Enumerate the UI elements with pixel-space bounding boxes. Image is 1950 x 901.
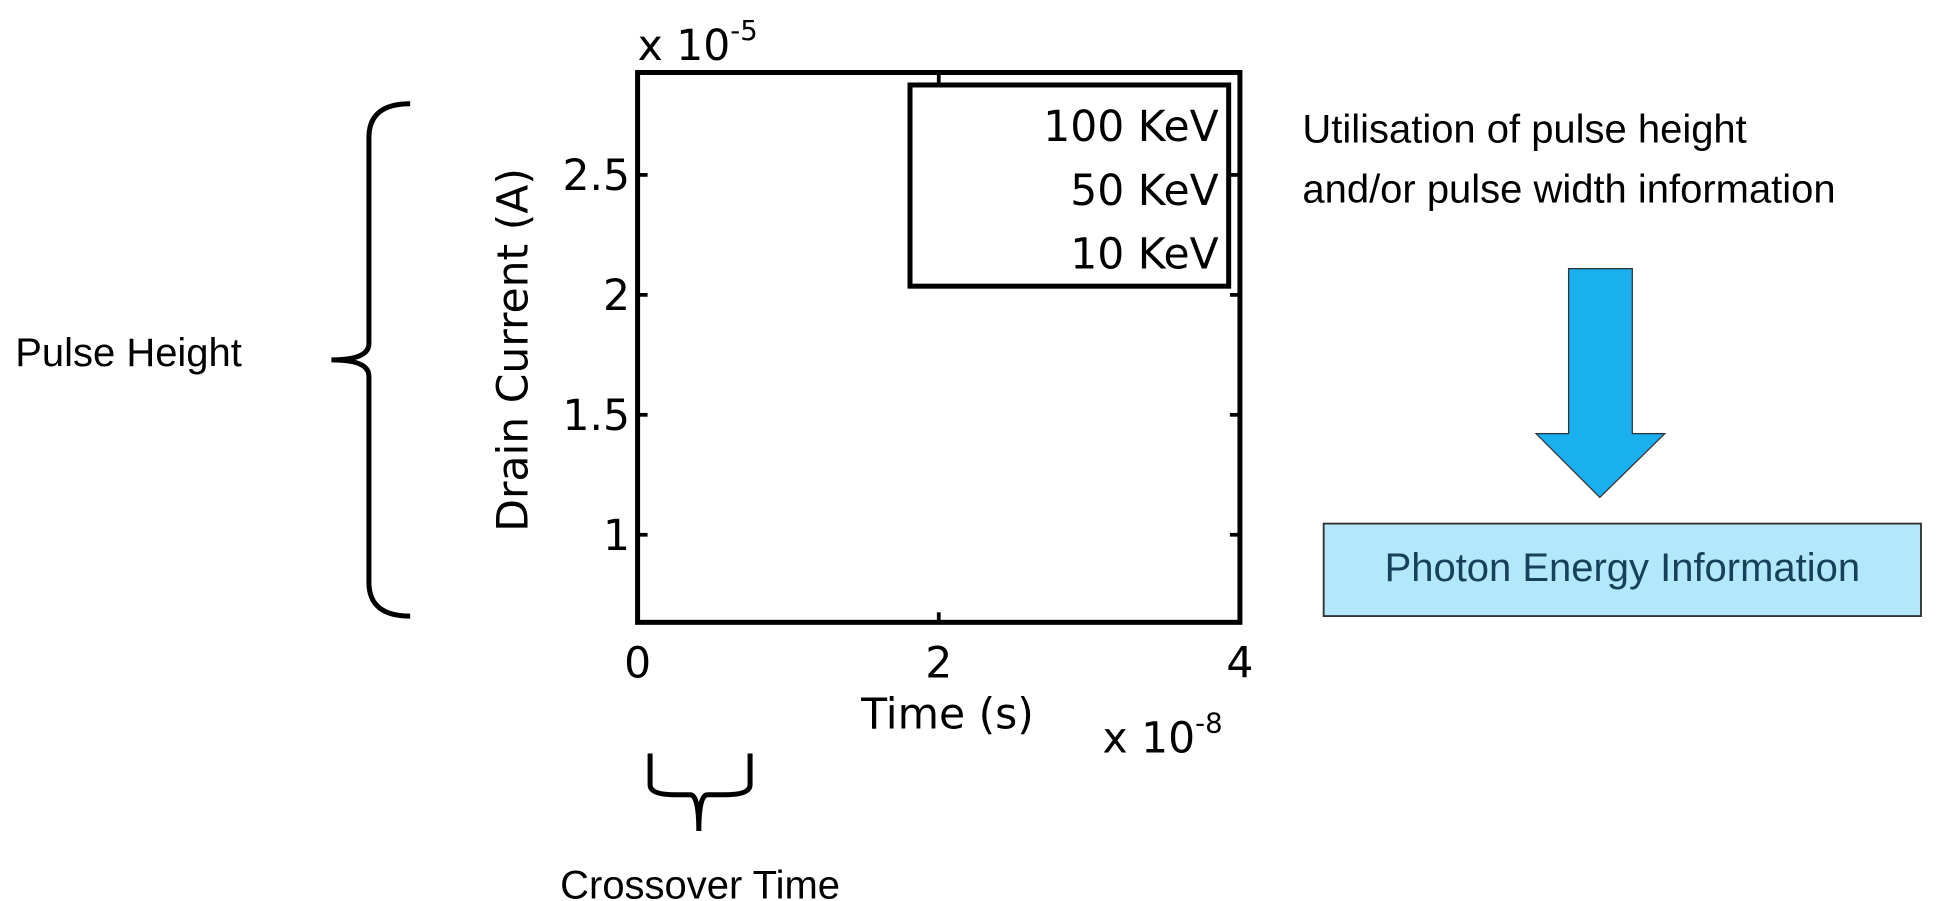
x-multiplier: x 10-8 — [1102, 707, 1222, 763]
multiplier-base: x 10 — [1102, 714, 1195, 763]
annotation: and/or pulse width information — [1302, 167, 1835, 211]
legend-label: 10 KeV — [1070, 231, 1218, 280]
x-axis-label: Time (s) — [860, 691, 1034, 740]
result-box — [1322, 522, 1922, 618]
y-tick-label: 1.5 — [563, 392, 631, 441]
annotation: Utilisation of pulse height — [1302, 107, 1746, 151]
multiplier-base: x 10 — [638, 22, 731, 71]
pulse-height-brace — [331, 101, 411, 619]
x-tick-label: 2 — [925, 639, 952, 688]
multiplier-exponent: -8 — [1195, 707, 1222, 739]
y-tick-label: 2.5 — [563, 152, 631, 201]
y-tick-label: 2 — [603, 272, 630, 321]
arrow — [1534, 268, 1667, 499]
legend-label: 50 KeV — [1070, 167, 1218, 216]
y-axis-label: Drain Current (A) — [490, 168, 539, 532]
annotation: Pulse Height — [15, 331, 242, 375]
result-label: Photon Energy Information — [1385, 546, 1860, 590]
x-tick-label: 4 — [1226, 639, 1253, 688]
y-tick-label: 1 — [603, 512, 630, 561]
legend-label: 100 KeV — [1043, 103, 1218, 152]
multiplier-exponent: -5 — [730, 15, 757, 47]
legend — [907, 82, 1232, 289]
annotation: Crossover Time — [560, 864, 840, 901]
y-multiplier: x 10-5 — [638, 15, 758, 71]
crossover-brace — [647, 753, 753, 832]
x-tick-label: 0 — [624, 639, 651, 688]
